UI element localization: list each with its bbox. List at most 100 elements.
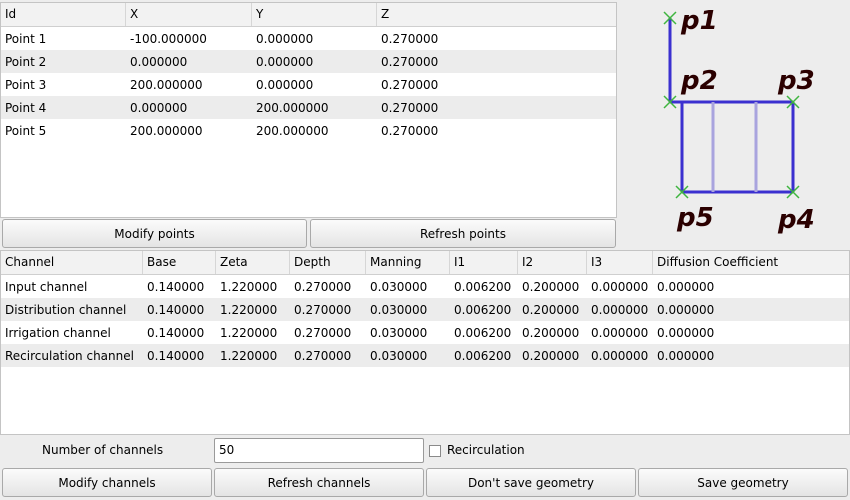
cell-z: 0.270000 [381,124,439,138]
cell-zeta: 1.220000 [220,326,278,340]
cell-i3: 0.000000 [591,303,649,317]
cell-i3: 0.000000 [591,326,649,340]
table-row[interactable]: Distribution channel 0.140000 1.220000 0… [1,298,849,321]
cell-y: 200.000000 [256,124,329,138]
cell-z: 0.270000 [381,32,439,46]
cell-i3: 0.000000 [591,349,649,363]
cell-i2: 0.200000 [522,280,580,294]
column-header-i1[interactable]: I1 [450,251,518,274]
number-of-channels-input[interactable]: 50 [214,438,424,463]
column-header-i2[interactable]: I2 [518,251,587,274]
cell-x: 200.000000 [130,124,203,138]
marker-p1 [663,11,677,25]
marker-p3 [786,95,800,109]
cell-depth: 0.270000 [294,326,352,340]
cell-manning: 0.030000 [370,349,428,363]
recirculation-checkbox[interactable] [429,445,441,457]
cell-z: 0.270000 [381,55,439,69]
modify-channels-button[interactable]: Modify channels [2,468,212,497]
point-markers [663,11,800,199]
cell-i1: 0.006200 [454,280,512,294]
refresh-channels-button[interactable]: Refresh channels [214,468,424,497]
cell-y: 0.000000 [256,32,314,46]
column-header-x[interactable]: X [126,3,252,26]
points-table[interactable]: Id X Y Z Point 1 -100.000000 0.000000 0.… [0,2,617,218]
cell-manning: 0.030000 [370,326,428,340]
column-header-channel[interactable]: Channel [1,251,143,274]
cell-i1: 0.006200 [454,326,512,340]
cell-y: 200.000000 [256,101,329,115]
cell-depth: 0.270000 [294,280,352,294]
cell-diffusion-coefficient: 0.000000 [657,326,715,340]
cell-i3: 0.000000 [591,280,649,294]
cell-id: Point 1 [5,32,47,46]
table-row[interactable]: Irrigation channel 0.140000 1.220000 0.2… [1,321,849,344]
label-p3: p3 [777,66,815,96]
cell-base: 0.140000 [147,349,205,363]
table-row[interactable]: Recirculation channel 0.140000 1.220000 … [1,344,849,367]
table-row[interactable]: Point 4 0.000000 200.000000 0.270000 [1,96,616,119]
save-geometry-button[interactable]: Save geometry [638,468,848,497]
cell-channel: Input channel [5,280,88,294]
cell-zeta: 1.220000 [220,280,278,294]
cell-i2: 0.200000 [522,349,580,363]
refresh-points-button[interactable]: Refresh points [310,219,616,248]
marker-p4 [786,185,800,199]
column-header-depth[interactable]: Depth [290,251,366,274]
table-row[interactable]: Input channel 0.140000 1.220000 0.270000… [1,275,849,298]
table-row[interactable]: Point 2 0.000000 0.000000 0.270000 [1,50,616,73]
cell-channel: Distribution channel [5,303,127,317]
column-header-z[interactable]: Z [381,7,390,21]
cell-x: 0.000000 [130,101,188,115]
cell-id: Point 2 [5,55,47,69]
geometry-diagram: p1 p2 p3 p5 p4 [663,6,815,235]
cell-depth: 0.270000 [294,303,352,317]
column-header-y[interactable]: Y [252,3,377,26]
cell-diffusion-coefficient: 0.000000 [657,280,715,294]
cell-i2: 0.200000 [522,326,580,340]
cell-channel: Recirculation channel [5,349,134,363]
cell-depth: 0.270000 [294,349,352,363]
recirculation-label[interactable]: Recirculation [447,443,525,457]
channels-table[interactable]: Channel Base Zeta Depth Manning I1 I2 I3… [0,250,850,435]
column-header-manning[interactable]: Manning [366,251,450,274]
cell-x: 0.000000 [130,55,188,69]
column-header-i3[interactable]: I3 [587,251,653,274]
modify-points-button[interactable]: Modify points [2,219,307,248]
cell-i1: 0.006200 [454,349,512,363]
cell-y: 0.000000 [256,55,314,69]
column-header-id[interactable]: Id [1,3,126,26]
cell-manning: 0.030000 [370,280,428,294]
cell-zeta: 1.220000 [220,303,278,317]
cell-diffusion-coefficient: 0.000000 [657,303,715,317]
cell-z: 0.270000 [381,101,439,115]
marker-p5 [675,185,689,199]
cell-base: 0.140000 [147,326,205,340]
cell-id: Point 3 [5,78,47,92]
table-row[interactable]: Point 1 -100.000000 0.000000 0.270000 [1,27,616,50]
table-row[interactable]: Point 3 200.000000 0.000000 0.270000 [1,73,616,96]
column-header-diffusion-coefficient[interactable]: Diffusion Coefficient [657,255,779,269]
points-table-header: Id X Y Z [1,3,616,27]
channels-table-header: Channel Base Zeta Depth Manning I1 I2 I3… [1,251,849,275]
cell-diffusion-coefficient: 0.000000 [657,349,715,363]
cell-manning: 0.030000 [370,303,428,317]
marker-p2 [663,95,677,109]
cell-channel: Irrigation channel [5,326,111,340]
cell-i2: 0.200000 [522,303,580,317]
number-of-channels-label: Number of channels [42,443,164,457]
dont-save-geometry-button[interactable]: Don't save geometry [426,468,636,497]
label-p1: p1 [680,6,718,36]
cell-x: 200.000000 [130,78,203,92]
column-header-zeta[interactable]: Zeta [216,251,290,274]
cell-base: 0.140000 [147,303,205,317]
column-header-base[interactable]: Base [143,251,216,274]
label-p2: p2 [680,66,718,96]
cell-z: 0.270000 [381,78,439,92]
diagram-edges [668,18,795,194]
label-p5: p5 [676,203,714,233]
cell-x: -100.000000 [130,32,207,46]
cell-i1: 0.006200 [454,303,512,317]
table-row[interactable]: Point 5 200.000000 200.000000 0.270000 [1,119,616,142]
cell-zeta: 1.220000 [220,349,278,363]
